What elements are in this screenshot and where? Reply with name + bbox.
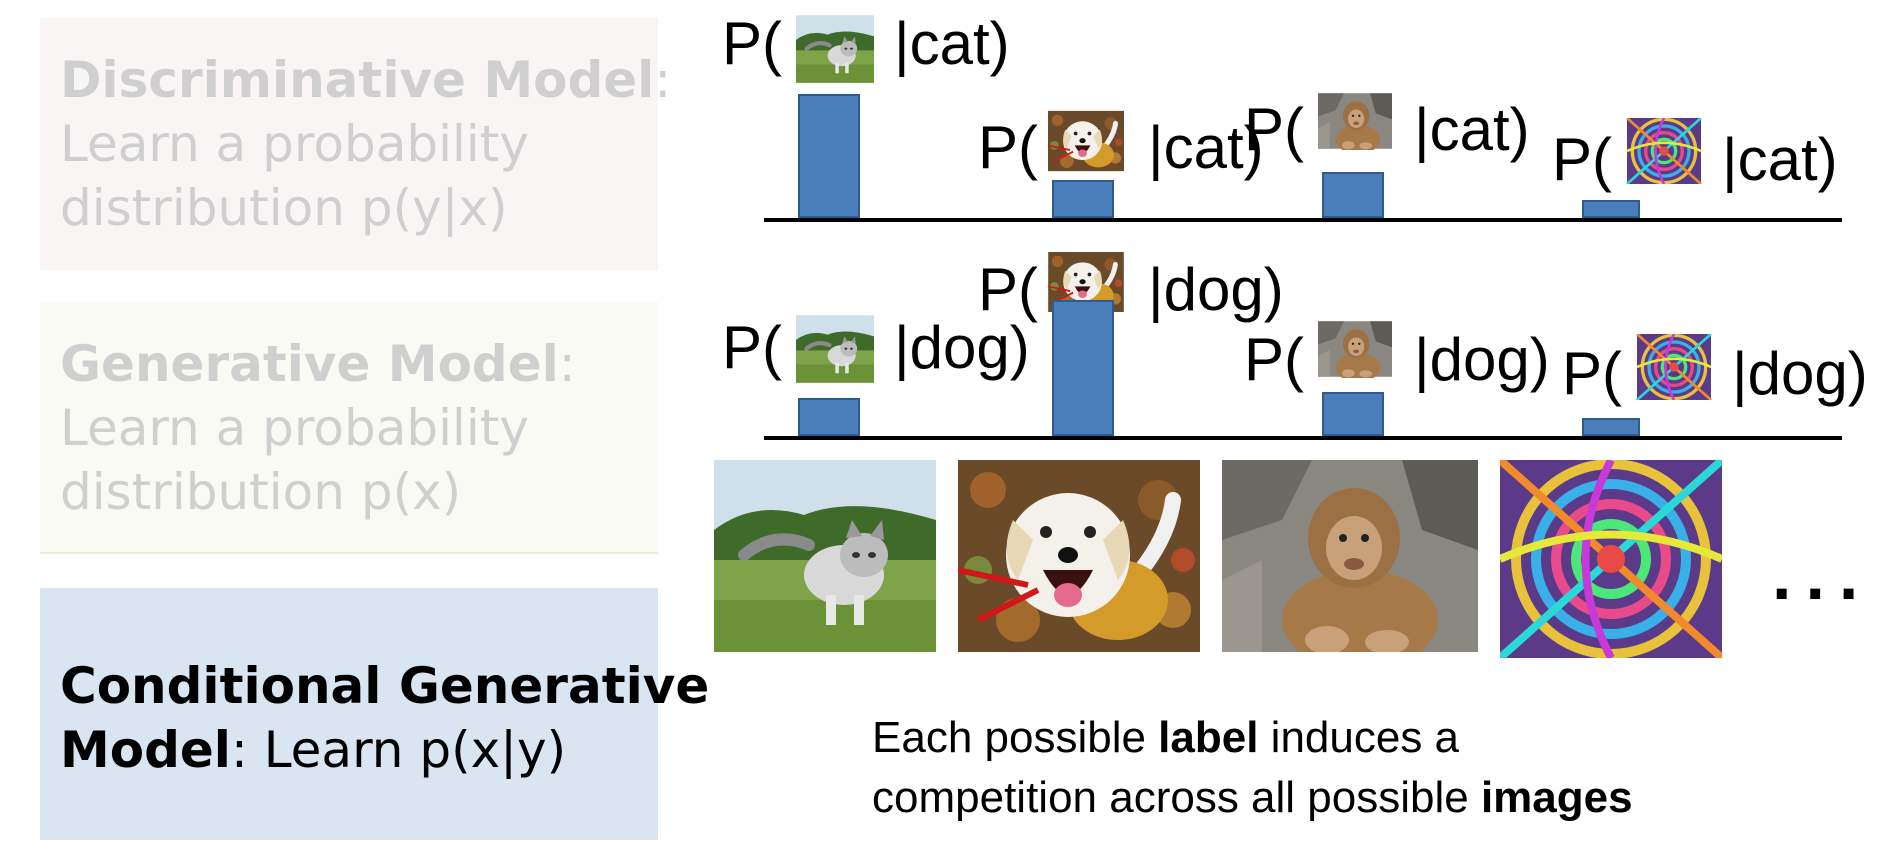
label-cond: |dog) (894, 314, 1030, 381)
caption-line2: competition across all possible images (872, 768, 1633, 828)
prob-bar (798, 398, 860, 436)
thumb-monkey (1318, 92, 1392, 150)
conditional-rest: : Learn p(x|y) (230, 721, 567, 779)
conditional-line2: Model: Learn p(x|y) (60, 718, 638, 782)
prob-bar (1582, 418, 1640, 436)
axis-line (764, 218, 1842, 222)
label-prefix: P( (978, 114, 1038, 181)
thumb-abstract (1626, 118, 1702, 184)
discriminative-line3: distribution p(y|x) (60, 179, 508, 237)
prob-bar (1582, 200, 1640, 218)
discriminative-model-box: Discriminative Model: Learn a probabilit… (40, 18, 671, 270)
label-prefix: P( (1244, 326, 1304, 393)
discriminative-title: Discriminative Model (60, 51, 655, 109)
label-cond: |cat) (1722, 126, 1838, 193)
prob-bar (798, 94, 860, 218)
photo-cat (714, 460, 936, 652)
discriminative-colon: : (654, 51, 672, 109)
prob-bar (1322, 172, 1384, 218)
label-prefix: P( (1244, 96, 1304, 163)
thumb-abstract (1636, 334, 1712, 400)
label-prefix: P( (722, 314, 782, 381)
discriminative-title-line: Discriminative Model: (60, 48, 671, 112)
caption-text: competition across all possible (872, 773, 1481, 822)
thumb-cat (796, 312, 874, 386)
caption-emphasis-label: label (1158, 713, 1259, 762)
label-cond: |cat) (1414, 96, 1530, 163)
axis-line (764, 436, 1842, 440)
prob-bar (1052, 180, 1114, 218)
label-prefix: P( (1552, 126, 1612, 193)
label-cond: |dog) (1732, 340, 1868, 407)
label-cond: |cat) (894, 10, 1010, 77)
generative-model-box: Generative Model: Learn a probability di… (40, 302, 658, 554)
label-prefix: P( (1562, 340, 1622, 407)
generative-line3: distribution p(x) (60, 463, 462, 521)
label-prefix: P( (978, 256, 1038, 323)
generative-colon: : (558, 335, 576, 393)
caption-emphasis-images: images (1480, 773, 1633, 822)
label-cond: |dog) (1148, 256, 1284, 323)
prob-bar (1322, 392, 1384, 436)
thumb-dog (1048, 110, 1124, 172)
label-prefix: P( (722, 10, 782, 77)
label-cond: |dog) (1414, 326, 1550, 393)
discriminative-line2: Learn a probability (60, 115, 529, 173)
photo-dog (958, 460, 1200, 652)
caption-text: Each possible (872, 713, 1159, 762)
prob-bar (1052, 300, 1114, 436)
photo-monkey (1222, 460, 1478, 652)
caption-text: induces a (1258, 713, 1460, 762)
photo-abstract (1500, 460, 1722, 658)
caption-line1: Each possible label induces a (872, 708, 1633, 768)
thumb-cat (796, 12, 874, 86)
thumb-monkey (1318, 320, 1392, 378)
generative-title: Generative Model (60, 335, 559, 393)
conditional-title2: Model (60, 721, 231, 779)
conditional-title: Conditional Generative (60, 657, 710, 715)
generative-title-line: Generative Model: (60, 332, 638, 396)
generative-line2: Learn a probability (60, 399, 529, 457)
caption: Each possible label induces a competitio… (872, 708, 1633, 828)
conditional-generative-model-box: Conditional Generative Model: Learn p(x|… (40, 588, 710, 840)
ellipsis: ... (1772, 536, 1873, 614)
label-cond: |cat) (1148, 114, 1264, 181)
